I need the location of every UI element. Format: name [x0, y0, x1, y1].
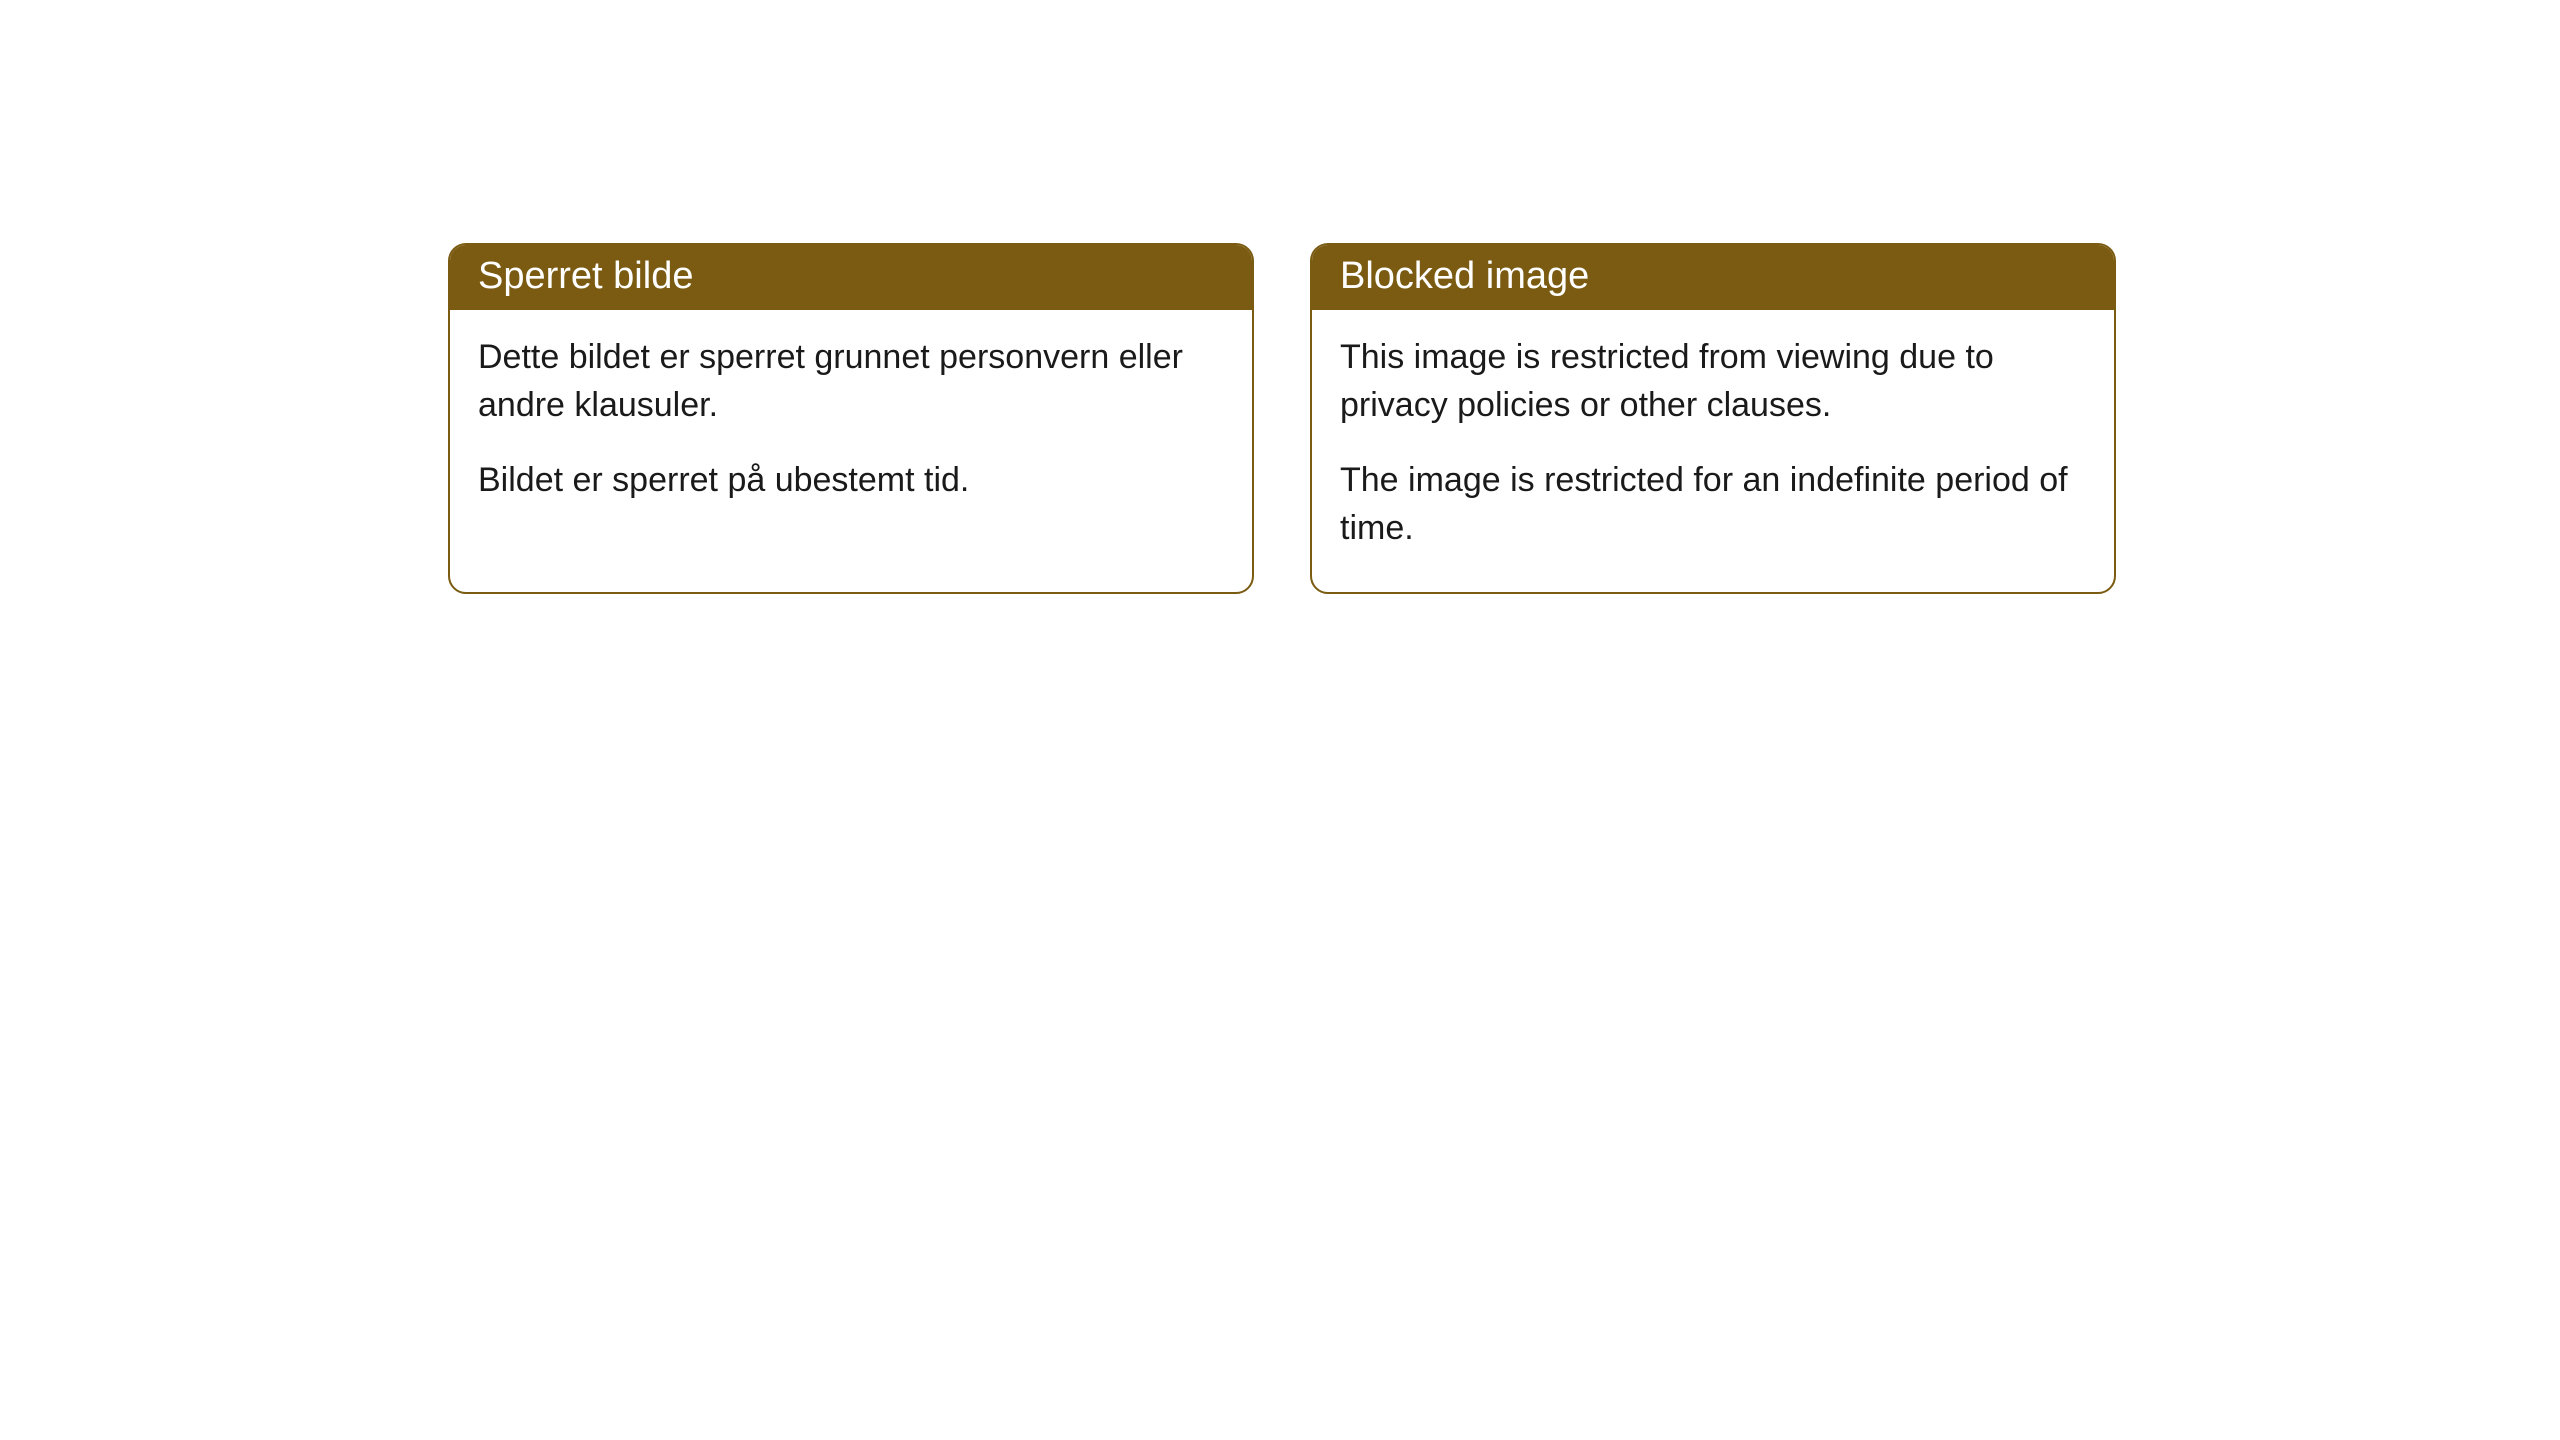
- english-card-body: This image is restricted from viewing du…: [1312, 310, 2114, 592]
- norwegian-card-body: Dette bildet er sperret grunnet personve…: [450, 310, 1252, 545]
- english-paragraph-1: This image is restricted from viewing du…: [1340, 334, 2086, 429]
- english-card-title: Blocked image: [1312, 245, 2114, 310]
- notice-cards-container: Sperret bilde Dette bildet er sperret gr…: [448, 243, 2116, 594]
- norwegian-paragraph-1: Dette bildet er sperret grunnet personve…: [478, 334, 1224, 429]
- english-paragraph-2: The image is restricted for an indefinit…: [1340, 457, 2086, 552]
- norwegian-paragraph-2: Bildet er sperret på ubestemt tid.: [478, 457, 1224, 505]
- norwegian-card-title: Sperret bilde: [450, 245, 1252, 310]
- norwegian-notice-card: Sperret bilde Dette bildet er sperret gr…: [448, 243, 1254, 594]
- english-notice-card: Blocked image This image is restricted f…: [1310, 243, 2116, 594]
